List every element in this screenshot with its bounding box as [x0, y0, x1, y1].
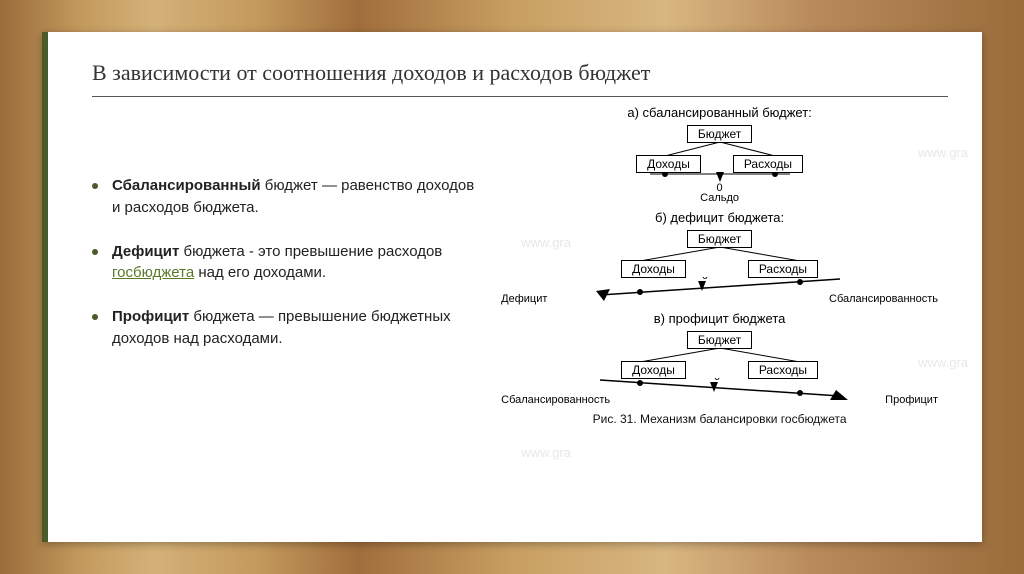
watermark: www.gra: [521, 445, 571, 460]
box-budget: Бюджет: [687, 230, 752, 248]
bullet-text: Профицит бюджета — превышение бюджетных …: [112, 306, 481, 350]
diagram-balanced: а) сбалансированный бюджет: Бюджет Доход…: [491, 105, 948, 204]
scale-labels: Дефицит Сбалансированность: [491, 295, 948, 305]
box-income: Доходы: [621, 260, 686, 278]
diagram-deficit: б) дефицит бюджета: Бюджет Доходы Расход…: [491, 210, 948, 305]
bullet-dot-icon: [92, 249, 98, 255]
bullet-item: Сбалансированный бюджет — равенство дохо…: [92, 175, 481, 219]
diagrams-panel: www.gra www.gra www.gra www.gra а) сбала…: [491, 105, 948, 426]
bullet-dot-icon: [92, 314, 98, 320]
diagram-label: а) сбалансированный бюджет:: [491, 105, 948, 120]
zero-label: 0: [714, 378, 720, 383]
box-income: Доходы: [621, 361, 686, 379]
box-expense: Расходы: [748, 361, 818, 379]
deficit-label: Дефицит: [501, 293, 547, 305]
diagram-row: Доходы Расходы: [491, 360, 948, 380]
slide: В зависимости от соотношения доходов и р…: [42, 32, 982, 542]
figure-caption: Рис. 31. Механизм балансировки госбюджет…: [491, 412, 948, 426]
bullet-item: Профицит бюджета — превышение бюджетных …: [92, 306, 481, 350]
diagram-label: в) профицит бюджета: [491, 311, 948, 326]
bullet-list: Сбалансированный бюджет — равенство дохо…: [92, 105, 481, 426]
diagram-row: Доходы Расходы: [491, 154, 948, 174]
saldo-label: Сальдо: [491, 192, 948, 204]
slide-content: Сбалансированный бюджет — равенство дохо…: [92, 105, 948, 426]
bullet-text: Дефицит бюджета - это превышение расходо…: [112, 241, 481, 285]
box-budget: Бюджет: [687, 331, 752, 349]
diagram-surplus: в) профицит бюджета Бюджет Доходы Расход…: [491, 311, 948, 406]
box-expense: Расходы: [748, 260, 818, 278]
bullet-term: Сбалансированный: [112, 177, 261, 194]
budget-link[interactable]: госбюджета: [112, 264, 194, 281]
bullet-dot-icon: [92, 183, 98, 189]
box-budget: Бюджет: [687, 125, 752, 143]
surplus-label: Профицит: [885, 394, 938, 406]
bullet-item: Дефицит бюджета - это превышение расходо…: [92, 241, 481, 285]
slide-title: В зависимости от соотношения доходов и р…: [92, 60, 948, 97]
scale-labels: Сбалансированность Профицит: [491, 396, 948, 406]
bullet-term: Дефицит: [112, 243, 179, 260]
balance-label: Сбалансированность: [829, 293, 938, 305]
box-expense: Расходы: [733, 155, 803, 173]
zero-label: 0: [702, 277, 708, 282]
bullet-text: Сбалансированный бюджет — равенство дохо…: [112, 175, 481, 219]
diagram-label: б) дефицит бюджета:: [491, 210, 948, 225]
balance-label: Сбалансированность: [501, 394, 610, 406]
bullet-term: Профицит: [112, 308, 189, 325]
diagram-row: Доходы Расходы: [491, 259, 948, 279]
box-income: Доходы: [636, 155, 701, 173]
